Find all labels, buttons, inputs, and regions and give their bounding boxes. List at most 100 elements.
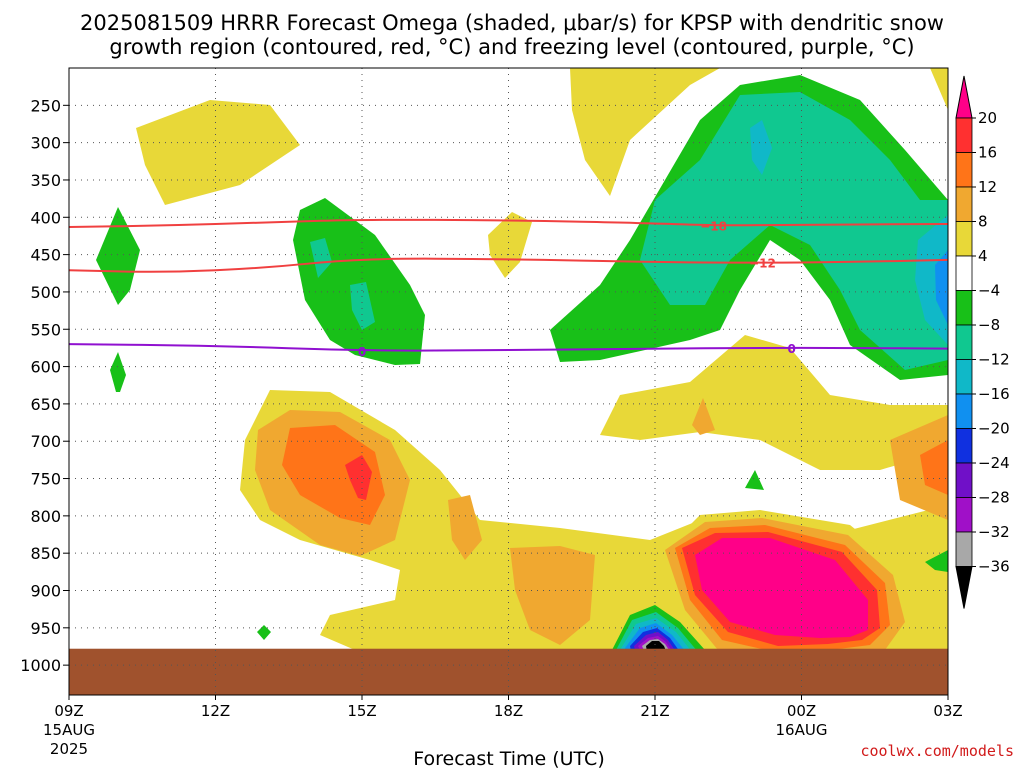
colorbar-swatch-10 bbox=[955, 428, 973, 464]
contour-line-0 bbox=[69, 343, 948, 352]
x-tick-label-09Z: 09Z bbox=[54, 702, 83, 720]
chart-title-line2: growth region (contoured, red, °C) and f… bbox=[109, 35, 914, 59]
omega-region-yellow-top-right bbox=[930, 68, 948, 110]
colorbar-label-10: −24 bbox=[978, 454, 1010, 472]
y-tick-label-650: 650 bbox=[30, 395, 61, 414]
y-tick-label-800: 800 bbox=[30, 507, 61, 526]
colorbar-label-1: 16 bbox=[978, 144, 997, 162]
x-tick-label-12Z: 12Z bbox=[201, 702, 230, 720]
colorbar-label-4: 4 bbox=[978, 247, 988, 265]
x-tick-label-18Z: 18Z bbox=[494, 702, 523, 720]
omega-region-orange-lower bbox=[510, 546, 595, 645]
colorbar-label-9: −20 bbox=[978, 420, 1010, 438]
colorbar-swatch-4 bbox=[955, 221, 973, 257]
colorbar-swatch-11 bbox=[955, 462, 973, 498]
omega-region-cyan bbox=[750, 120, 772, 175]
colorbar-label-11: −28 bbox=[978, 489, 1010, 507]
vertical-grid bbox=[69, 68, 948, 695]
omega-region-green-mid-left bbox=[293, 198, 425, 365]
colorbar-swatch-2 bbox=[955, 152, 973, 188]
omega-region-yellow-upper-left bbox=[136, 100, 300, 205]
omega-region-teal-mid-left bbox=[310, 238, 332, 278]
omega-region-cyan-right bbox=[915, 215, 948, 345]
y-tick-label-550: 550 bbox=[30, 320, 61, 339]
colorbar-swatch-7 bbox=[955, 324, 973, 360]
x-tick-label-00Z: 00Z bbox=[787, 702, 816, 720]
y-tick-label-1000: 1000 bbox=[20, 656, 61, 675]
plot-area: −18 −12 0 0 bbox=[69, 68, 948, 695]
y-tick-label-950: 950 bbox=[30, 619, 61, 638]
y-tick-label-500: 500 bbox=[30, 283, 61, 302]
x-tick-date-09Z: 15AUG bbox=[43, 721, 95, 739]
omega-region-orange-small-right bbox=[692, 398, 715, 435]
x-tick-label-15Z: 15Z bbox=[347, 702, 376, 720]
colorbar-label-2: 12 bbox=[978, 178, 997, 196]
contour-label-0-0: 0 bbox=[358, 345, 366, 359]
x-axis-label: Forecast Time (UTC) bbox=[413, 748, 604, 768]
x-tick-date-00Z: 16AUG bbox=[776, 721, 828, 739]
chart-title-line1: 2025081509 HRRR Forecast Omega (shaded, … bbox=[80, 11, 944, 35]
omega-region-green-small-left bbox=[110, 352, 126, 392]
temperature-contours: −18 −12 0 0 bbox=[69, 218, 948, 359]
omega-region-red-mid bbox=[345, 455, 372, 500]
y-tick-label-600: 600 bbox=[30, 358, 61, 377]
colorbar-swatch-9 bbox=[955, 393, 973, 429]
omega-region-green-left bbox=[96, 207, 140, 305]
colorbar-swatch-6 bbox=[955, 290, 973, 326]
omega-region-yellow-top bbox=[570, 68, 720, 196]
omega-region-darkorange-right bbox=[920, 440, 948, 495]
y-tick-label-450: 450 bbox=[30, 246, 61, 265]
y-tick-label-300: 300 bbox=[30, 134, 61, 153]
omega-region-teal-upper-right bbox=[640, 92, 948, 370]
omega-region-orange-small bbox=[448, 495, 482, 560]
colorbar-swatch-13 bbox=[955, 531, 973, 567]
colorbar-label-0: 20 bbox=[978, 109, 997, 127]
x-tick-label-21Z: 21Z bbox=[640, 702, 669, 720]
omega-max-core-pink bbox=[695, 538, 868, 638]
colorbar-legend: 20 16 12 8 4 −4 −8 −12 −16 −20 −24 −28 −32 −36 bbox=[955, 75, 1010, 609]
horizontal-grid bbox=[69, 104, 948, 666]
y-tick-label-750: 750 bbox=[30, 470, 61, 489]
y-tick-label-700: 700 bbox=[30, 432, 61, 451]
y-axis: 250 300 350 400 450 500 550 600 650 700 750 800 850 9… bbox=[20, 96, 69, 675]
colorbar-swatch-12 bbox=[955, 497, 973, 533]
omega-region-darkorange-mid bbox=[282, 425, 385, 525]
omega-region-green-tiny-3 bbox=[745, 470, 764, 490]
y-tick-label-350: 350 bbox=[30, 171, 61, 190]
y-tick-label-250: 250 bbox=[30, 96, 61, 115]
colorbar-label-3: 8 bbox=[978, 213, 988, 231]
y-tick-label-850: 850 bbox=[30, 544, 61, 563]
contour-label--18-0: −18 bbox=[700, 219, 727, 233]
colorbar-swatch-3 bbox=[955, 186, 973, 222]
x-tick-year-09Z: 2025 bbox=[50, 740, 88, 758]
colorbar-label-7: −12 bbox=[978, 351, 1010, 369]
contour-line--12 bbox=[69, 257, 948, 273]
omega-shading bbox=[96, 68, 948, 672]
colorbar-top-arrow bbox=[955, 75, 973, 119]
y-tick-label-900: 900 bbox=[30, 582, 61, 601]
x-tick-label-03Z: 03Z bbox=[933, 702, 962, 720]
omega-region-blue-right bbox=[935, 250, 948, 325]
contour-label-0-1: 0 bbox=[788, 342, 796, 356]
contour-label--12-0: −12 bbox=[749, 257, 776, 271]
contour-line--18 bbox=[69, 218, 948, 228]
y-tick-label-400: 400 bbox=[30, 208, 61, 227]
omega-region-teal-mid-left-2 bbox=[350, 282, 375, 330]
colorbar-swatch-5 bbox=[955, 255, 973, 291]
omega-region-yellow-small-300 bbox=[488, 212, 532, 278]
omega-region-green-right-edge bbox=[925, 550, 948, 572]
colorbar-bottom-arrow bbox=[955, 566, 973, 609]
colorbar-label-12: −32 bbox=[978, 523, 1010, 541]
colorbar-swatch-1 bbox=[955, 117, 973, 153]
omega-region-yellow-mid-right bbox=[600, 335, 948, 470]
underground-fill bbox=[69, 648, 948, 695]
credit-text: coolwx.com/models bbox=[860, 742, 1014, 760]
colorbar-label-13: −36 bbox=[978, 558, 1010, 576]
omega-region-green-tiny-2 bbox=[257, 625, 271, 640]
colorbar-label-6: −8 bbox=[978, 316, 1000, 334]
colorbar-swatch-8 bbox=[955, 359, 973, 395]
colorbar-label-8: −16 bbox=[978, 385, 1010, 403]
colorbar-label-5: −4 bbox=[978, 282, 1000, 300]
